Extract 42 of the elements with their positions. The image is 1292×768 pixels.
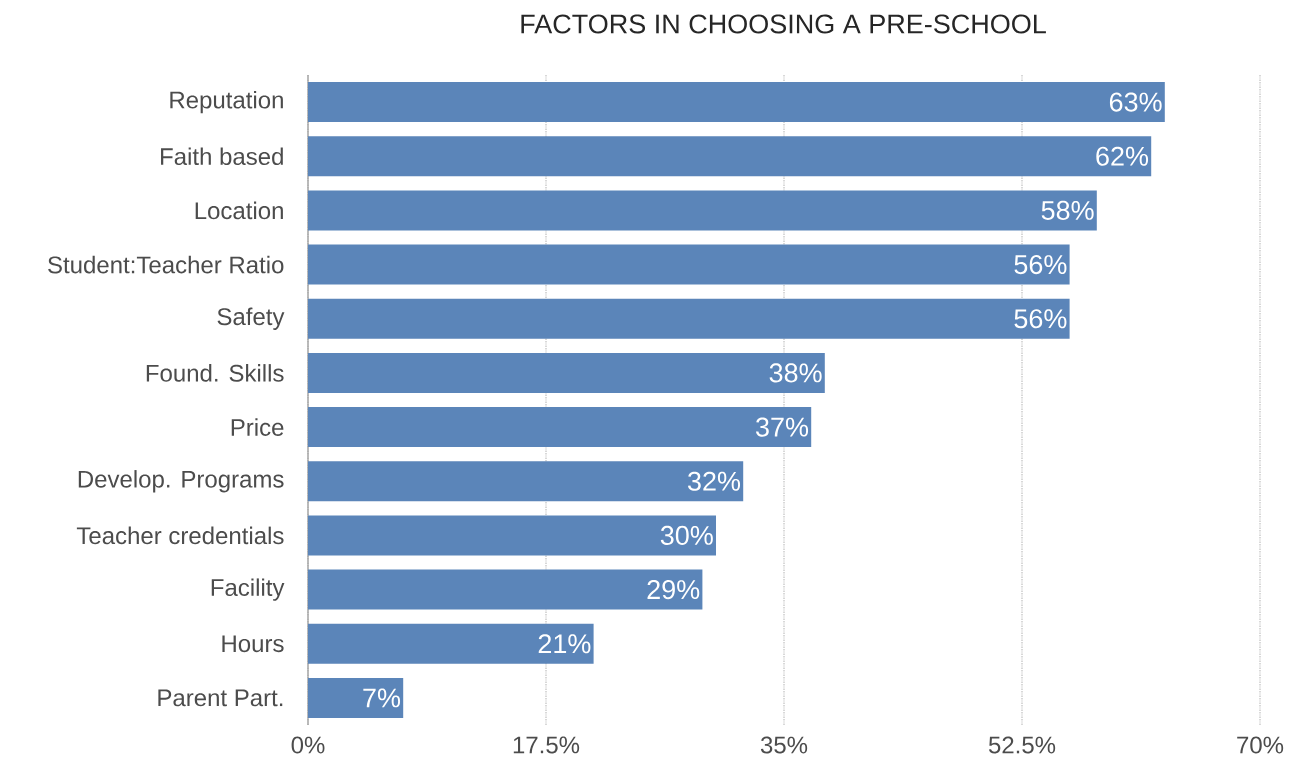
data-label: 56% — [1014, 309, 1067, 329]
data-label: 62% — [1096, 146, 1149, 166]
x-tick-label: 17.5% — [513, 736, 580, 754]
x-tick-label: 70% — [1237, 736, 1284, 754]
y-tick-label: Reputation — [170, 90, 283, 114]
bar — [308, 461, 744, 502]
bar — [308, 515, 716, 556]
data-label: 38% — [769, 363, 822, 383]
bar — [308, 298, 1070, 339]
bar — [308, 569, 703, 610]
bar — [308, 407, 812, 448]
bar — [308, 677, 404, 718]
data-label: 7% — [363, 688, 401, 708]
data-label: 32% — [688, 471, 741, 491]
data-label: 56% — [1014, 255, 1067, 275]
bar — [308, 623, 594, 664]
data-label: 37% — [756, 417, 809, 437]
y-tick-label: Parent Part. — [158, 689, 283, 707]
chart-title: FACTORS IN CHOOSING A PRE-SCHOOL — [521, 14, 1046, 34]
y-tick-label: Teacher credentials — [76, 526, 284, 545]
bar — [308, 190, 1097, 231]
x-tick-label: 0% — [291, 736, 325, 754]
y-tick-label: Found. Skills — [146, 364, 284, 382]
data-label: 30% — [660, 525, 713, 545]
bar — [308, 82, 1165, 123]
y-tick-label: Price — [231, 418, 284, 436]
y-tick-label: Student:Teacher Ratio — [48, 255, 284, 274]
bar — [308, 136, 1152, 177]
y-tick-label: Develop. Programs — [78, 470, 284, 493]
y-tick-label: Location — [195, 201, 283, 220]
bar — [308, 244, 1070, 285]
y-tick-label: Facility — [211, 578, 285, 601]
y-tick-label: Safety — [217, 307, 285, 330]
data-label: 58% — [1041, 200, 1094, 220]
bar — [308, 352, 825, 393]
data-label: 29% — [647, 580, 700, 600]
x-tick-label: 35% — [760, 736, 808, 754]
data-label: 63% — [1109, 92, 1162, 112]
y-tick-label: Faith based — [161, 147, 283, 166]
data-label: 21% — [538, 634, 591, 654]
y-tick-label: Hours — [222, 635, 284, 653]
x-tick-label: 52.5% — [988, 736, 1056, 754]
